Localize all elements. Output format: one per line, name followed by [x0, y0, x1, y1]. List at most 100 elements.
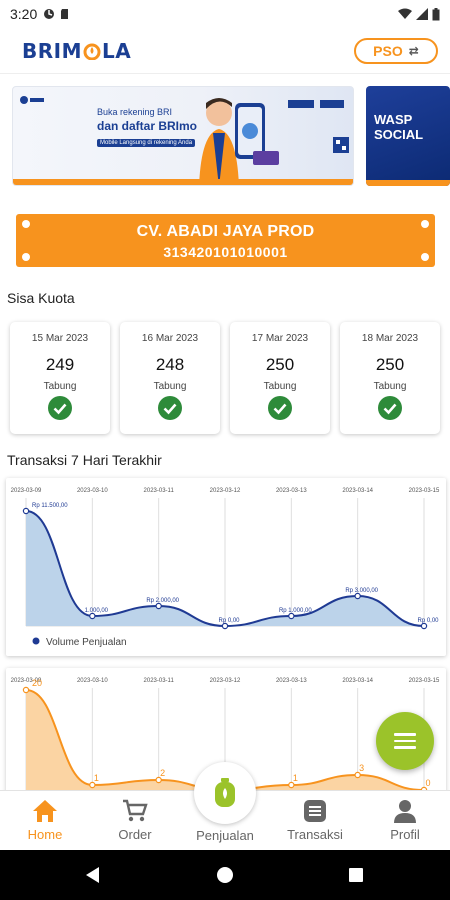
quota-unit: Tabung — [153, 381, 187, 392]
pso-mode-label: PSO — [373, 42, 403, 59]
quota-card[interactable]: 15 Mar 2023 249 Tabung — [10, 322, 110, 434]
signal-icon — [416, 8, 428, 20]
back-icon[interactable] — [86, 867, 99, 883]
x-tick-label: 2023-03-14 — [342, 678, 373, 684]
data-label: Rp 0,00 — [218, 618, 240, 624]
menu-line — [394, 733, 416, 736]
x-tick-label: 2023-03-10 — [77, 488, 108, 494]
nav-home[interactable]: Home — [5, 799, 85, 842]
menu-fab-button[interactable] — [376, 712, 434, 770]
banner2-line-1: WASP — [374, 112, 413, 127]
merchant-card: CV. ABADI JAYA PROD 313420101010001 — [16, 214, 435, 267]
promo-carousel[interactable]: Buka rekening BRI dan daftar BRImo Mobil… — [0, 82, 450, 192]
x-tick-label: 2023-03-10 — [77, 678, 108, 684]
data-point — [288, 781, 295, 789]
banner-line-1: Buka rekening BRI — [97, 107, 173, 117]
legend-label: Volume Penjualan — [46, 637, 127, 648]
nav-penjualan-label[interactable]: Penjualan — [196, 828, 254, 843]
sync-icon — [44, 9, 55, 19]
data-point — [288, 612, 295, 620]
x-tick-label: 2023-03-13 — [276, 678, 307, 684]
card-rivet — [421, 220, 429, 228]
banner-illustration — [199, 98, 279, 185]
data-point — [155, 776, 162, 784]
menu-line — [394, 739, 416, 743]
swap-arrows-icon: ⇄ — [408, 43, 419, 58]
legend-marker — [32, 637, 40, 645]
list-icon — [304, 800, 326, 822]
data-point — [420, 622, 428, 630]
sales-volume-chart[interactable]: 2023-03-09 2023-03-10 2023-03-11 2023-03-12… — [6, 478, 446, 656]
nav-profil[interactable]: Profil — [365, 799, 445, 842]
data-label: Rp 3.000,00 — [345, 588, 378, 594]
data-point — [155, 602, 162, 610]
home-icon — [33, 800, 57, 822]
series-area — [26, 511, 424, 626]
recent-apps-icon[interactable] — [349, 868, 363, 882]
nav-home-label: Home — [27, 827, 63, 842]
data-label: Rp 11.500,00 — [32, 503, 68, 509]
nav-transaksi[interactable]: Transaksi — [275, 799, 355, 842]
home-circle-icon[interactable] — [217, 867, 233, 883]
quota-card[interactable]: 16 Mar 2023 248 Tabung — [120, 322, 220, 434]
merchant-name: CV. ABADI JAYA PROD — [136, 223, 315, 240]
logo-text-right: LA — [102, 38, 132, 63]
battery-icon — [432, 7, 440, 20]
x-tick-label: 2023-03-15 — [409, 488, 440, 494]
data-point — [22, 507, 30, 515]
banner-accent-strip — [13, 179, 353, 185]
x-tick-label: 2023-03-14 — [342, 488, 373, 494]
cart-icon — [123, 799, 148, 822]
nav-order[interactable]: Order — [95, 799, 175, 842]
x-tick-label: 2023-03-11 — [144, 678, 175, 684]
card-rivet — [421, 253, 429, 261]
app-header: BRIM LA PSO ⇄ — [0, 28, 450, 74]
flame-drop-icon — [83, 43, 101, 60]
pso-mode-button[interactable]: PSO ⇄ — [354, 37, 438, 64]
x-tick-label: 2023-03-09 — [11, 678, 42, 684]
qr-code-icon — [333, 137, 349, 153]
brimola-logo: BRIM LA — [22, 39, 131, 63]
card-rivet — [22, 253, 30, 261]
system-navigation-bar — [0, 850, 450, 900]
banner-line-3: Mobile Langsung di rekening Anda — [97, 139, 196, 147]
quota-value: 249 — [45, 355, 75, 374]
data-label: Rp 0,00 — [417, 618, 439, 624]
quota-section-title: Sisa Kuota — [7, 290, 75, 306]
quota-list: 15 Mar 2023 249 Tabung 16 Mar 2023 248 T… — [10, 322, 442, 434]
x-tick-label: 2023-03-13 — [276, 488, 307, 494]
quota-unit: Tabung — [43, 381, 77, 392]
partner-logo-icon — [20, 96, 44, 104]
x-tick-label: 2023-03-15 — [409, 678, 440, 684]
x-tick-label: 2023-03-09 — [11, 488, 42, 494]
quota-date: 15 Mar 2023 — [31, 333, 89, 344]
promo-banner-brimo[interactable]: Buka rekening BRI dan daftar BRImo Mobil… — [12, 86, 354, 186]
transactions-section-title: Transaksi 7 Hari Terakhir — [7, 452, 162, 468]
data-point — [89, 781, 96, 789]
data-label: 3 — [359, 763, 364, 773]
sales-volume-chart-card: 2023-03-09 2023-03-10 2023-03-11 2023-03-12… — [6, 478, 446, 656]
quota-card[interactable]: 17 Mar 2023 250 Tabung — [230, 322, 330, 434]
menu-line — [394, 746, 416, 749]
card-rivet — [22, 220, 30, 228]
promo-banner-wasp[interactable]: WASP SOCIAL — [366, 86, 450, 186]
data-label: 0 — [425, 778, 430, 788]
quota-unit: Tabung — [263, 381, 297, 392]
data-label: 2 — [160, 768, 165, 778]
banner2-accent-strip — [366, 180, 450, 186]
quota-card[interactable]: 18 Mar 2023 250 Tabung — [340, 322, 440, 434]
data-point — [354, 771, 361, 779]
quota-value: 248 — [155, 355, 185, 374]
quota-date: 17 Mar 2023 — [251, 333, 309, 344]
data-label: 1 — [293, 773, 298, 783]
gas-cylinder-icon — [215, 778, 235, 807]
status-time: 3:20 — [10, 6, 38, 22]
nav-penjualan-button[interactable] — [194, 762, 256, 824]
x-tick-label: 2023-03-12 — [210, 488, 241, 494]
quota-value: 250 — [375, 355, 405, 374]
quota-date: 16 Mar 2023 — [141, 333, 199, 344]
banner2-text: WASP SOCIAL — [374, 112, 423, 142]
logo-text-left: BRIM — [22, 38, 82, 63]
wifi-icon — [398, 8, 412, 19]
user-icon — [394, 800, 416, 823]
